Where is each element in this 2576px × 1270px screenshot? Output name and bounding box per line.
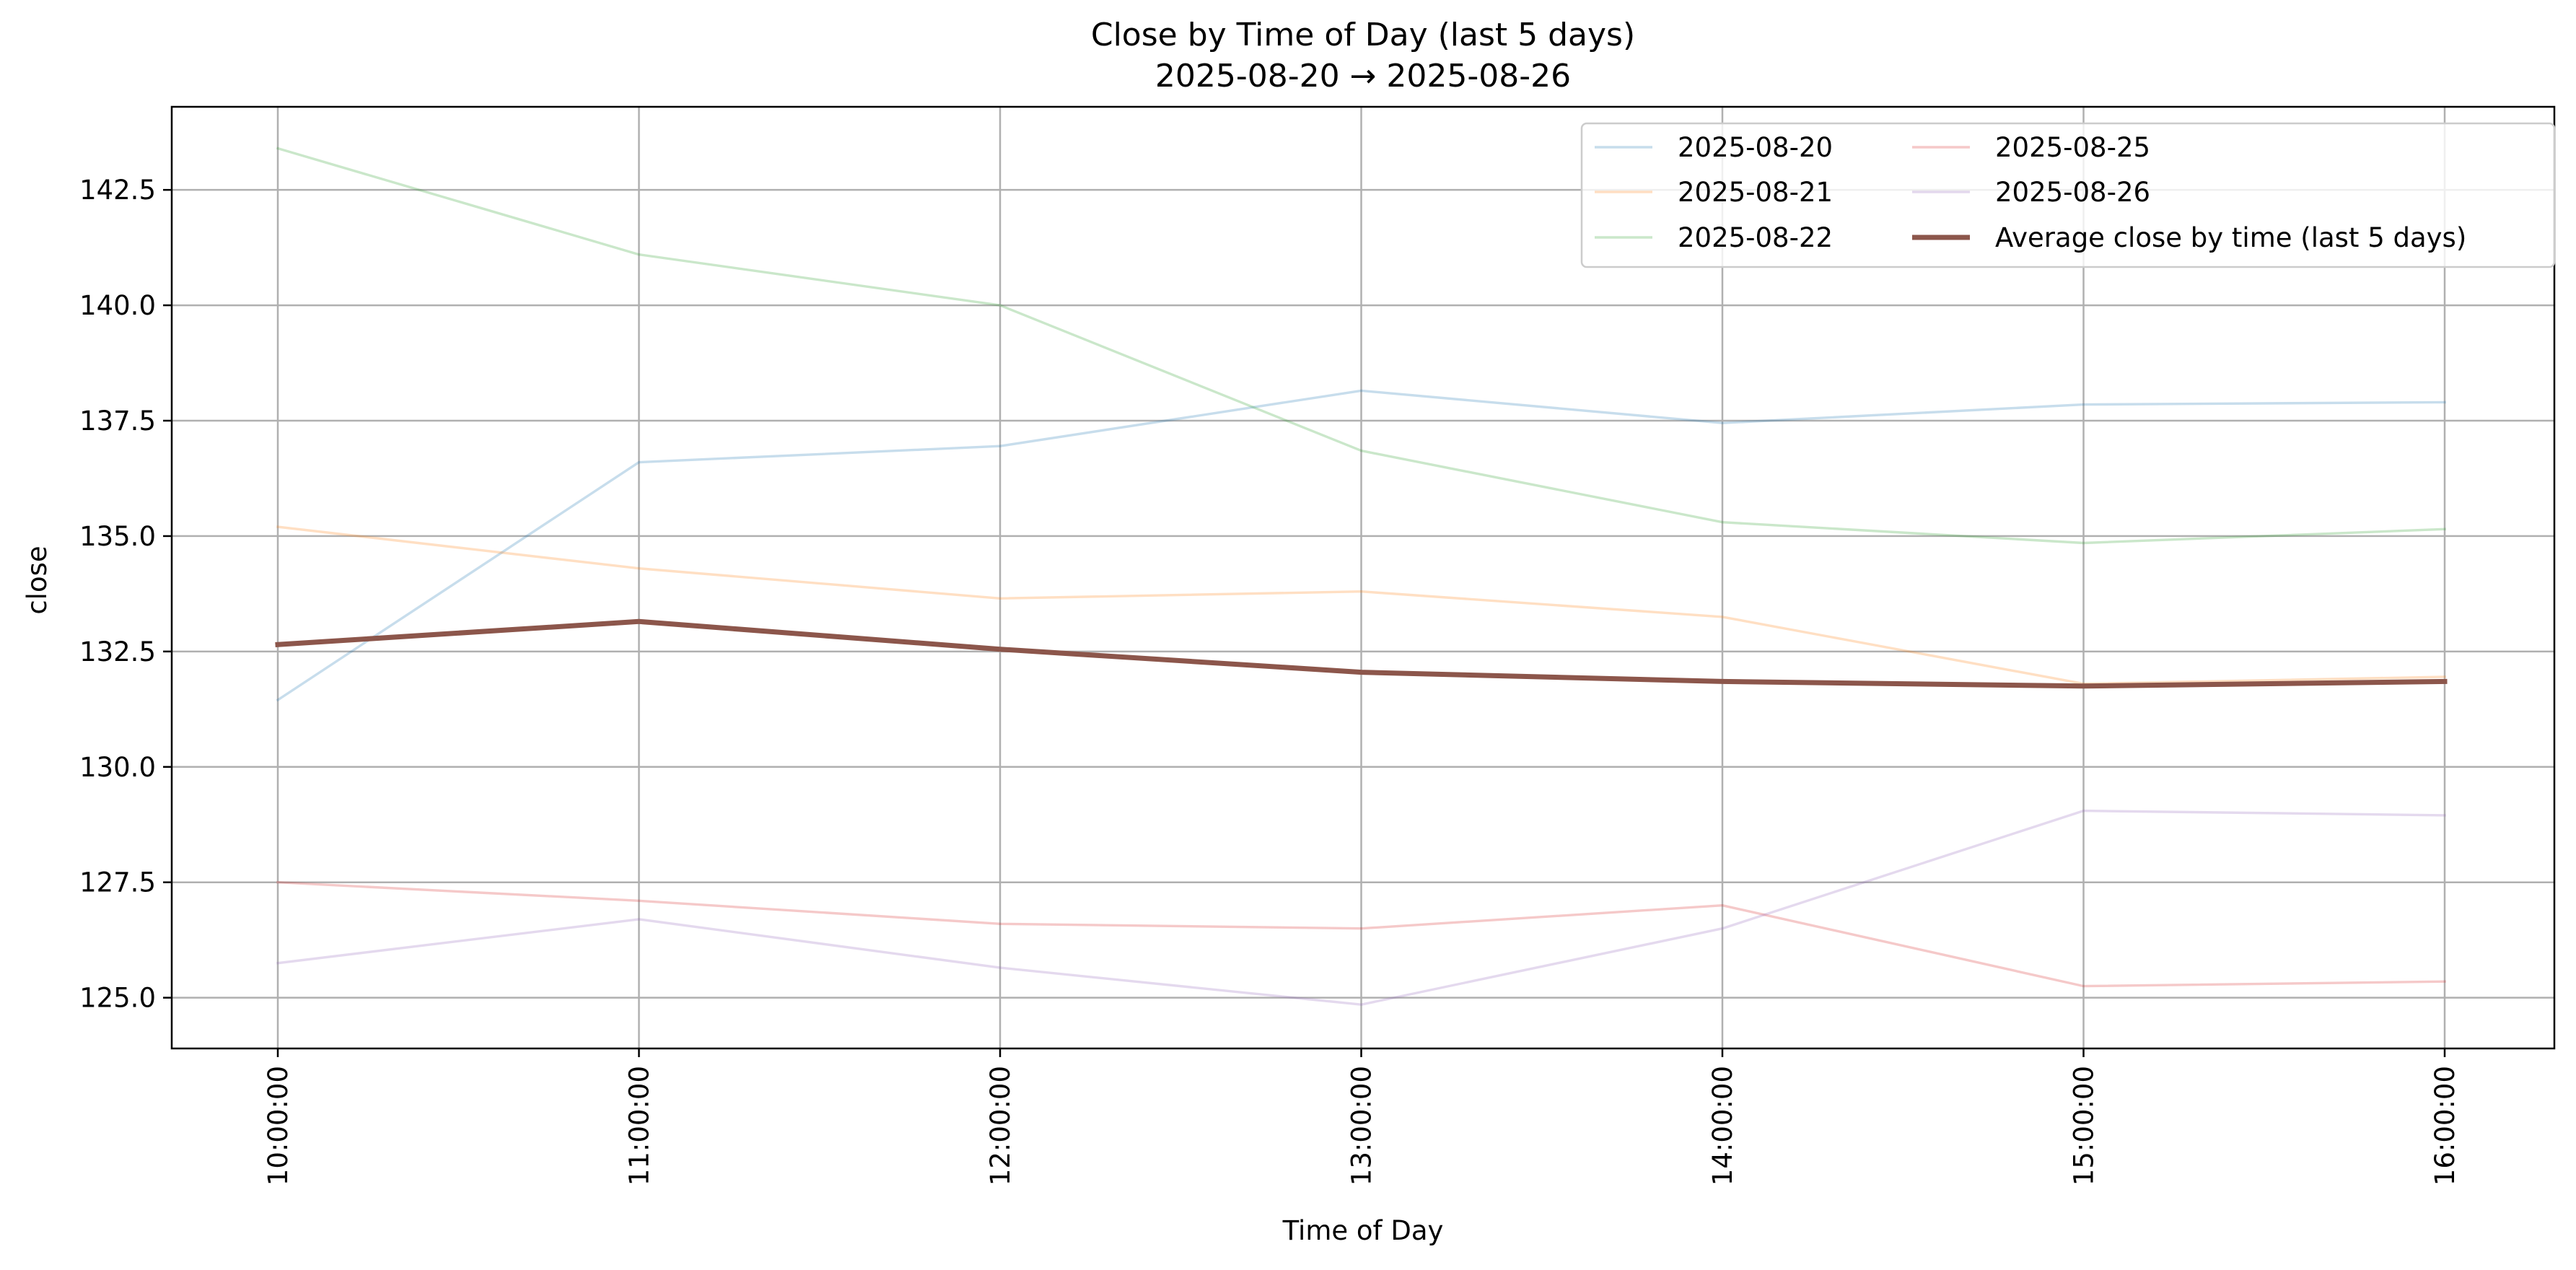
y-tick-label: 130.0 xyxy=(79,752,156,783)
legend: 2025-08-20 2025-08-21 2025-08-22 2025-08-25… xyxy=(1580,122,2556,268)
y-axis-label: close xyxy=(22,546,53,614)
x-tick-label: 13:00:00 xyxy=(1346,1066,1377,1186)
legend-label: 2025-08-25 xyxy=(1995,132,2150,163)
legend-label: Average close by time (last 5 days) xyxy=(1995,222,2466,253)
legend-label: 2025-08-20 xyxy=(1678,132,1833,163)
legend-box xyxy=(1580,122,2556,268)
series-line-5 xyxy=(275,618,2448,689)
tick-layer: 10:00:00 11:00:00 12:00:00 13:00:00 14:00:00… xyxy=(79,175,2461,1186)
chart-title: Close by Time of Day (last 5 days) xyxy=(1091,17,1635,53)
series-layer xyxy=(275,146,2448,1006)
y-tick-label: 132.5 xyxy=(79,636,156,667)
chart-subtitle: 2025-08-20 → 2025-08-26 xyxy=(1155,58,1571,95)
y-tick-label: 142.5 xyxy=(79,175,156,206)
legend-label: 2025-08-22 xyxy=(1678,222,1833,253)
series-line-4 xyxy=(276,809,2446,1006)
x-tick-label: 11:00:00 xyxy=(624,1066,655,1186)
y-tick-label: 127.5 xyxy=(79,867,156,898)
y-tick-label: 125.0 xyxy=(79,983,156,1014)
x-tick-label: 12:00:00 xyxy=(985,1066,1016,1186)
legend-label: 2025-08-26 xyxy=(1995,177,2150,208)
series-line-3 xyxy=(276,880,2446,988)
series-line-2 xyxy=(276,146,2446,545)
x-tick-label: 14:00:00 xyxy=(1707,1066,1738,1186)
x-tick-label: 10:00:00 xyxy=(263,1066,294,1186)
x-tick-label: 16:00:00 xyxy=(2430,1066,2461,1186)
y-tick-label: 137.5 xyxy=(79,406,156,437)
legend-label: 2025-08-21 xyxy=(1678,177,1833,208)
y-tick-label: 140.0 xyxy=(79,290,156,321)
x-tick-label: 15:00:00 xyxy=(2069,1066,2100,1186)
plot-frame xyxy=(170,105,2556,1050)
y-tick-label: 135.0 xyxy=(79,521,156,552)
series-line-0 xyxy=(276,389,2446,702)
x-axis-label: Time of Day xyxy=(1282,1215,1444,1246)
